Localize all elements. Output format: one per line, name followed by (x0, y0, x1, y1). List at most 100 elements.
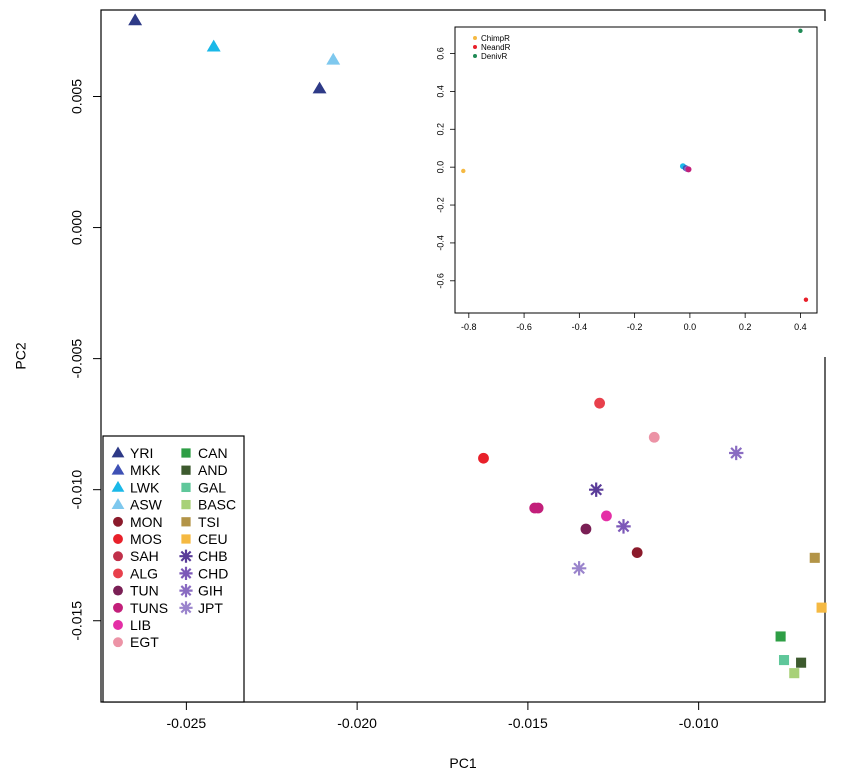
data-point-asw (326, 52, 341, 65)
legend-label-egt: EGT (130, 634, 159, 650)
legend-label-asw: ASW (130, 497, 163, 513)
inset-y-tick-label: 0.4 (435, 85, 445, 98)
legend-label-alg: ALG (130, 565, 158, 581)
legend-marker-jpt (179, 601, 193, 615)
inset-x-tick-label: -0.6 (516, 322, 532, 332)
x-axis-label: PC1 (449, 755, 476, 771)
inset-legend-marker-neandr (473, 45, 477, 49)
legend-label-mkk: MKK (130, 462, 161, 478)
x-tick-label: -0.010 (679, 715, 719, 731)
legend-marker-mos (113, 534, 123, 544)
inset-point-denivr (798, 28, 803, 33)
legend-marker-lwk (111, 480, 125, 492)
data-point-egt (648, 431, 660, 443)
inset-plot: -0.8 -0.6 -0.4 -0.2 0.0 0.2 0.4 -0.6 -0.4 -0.2 0.0… (435, 21, 829, 357)
data-point-chd (616, 519, 631, 534)
legend-marker-asw (111, 498, 125, 509)
legend-label-lwk: LWK (130, 479, 160, 495)
legend-label-mos: MOS (130, 531, 162, 547)
inset-background (443, 21, 829, 357)
legend-marker-tun (113, 585, 123, 596)
y-tick-label: -0.010 (69, 470, 85, 510)
data-point-basc (789, 668, 800, 679)
y-tick-label: 0.000 (69, 210, 85, 245)
legend-label-tun: TUN (130, 583, 159, 599)
legend-marker-gih (179, 584, 193, 598)
data-point-lib (601, 510, 612, 522)
main-plot: -0.025 -0.020 -0.015 -0.010 -0.015 -0.010 -0.0… (13, 9, 827, 771)
data-point-alg (594, 397, 606, 409)
legend-marker-tuns (113, 602, 123, 613)
legend-label-ceu: CEU (198, 531, 228, 547)
data-point-can (775, 631, 786, 642)
legend-label-yri: YRI (130, 445, 153, 461)
inset-point-neandr (803, 297, 809, 302)
inset-x-tick-label: 0.0 (684, 322, 697, 332)
inset-legend-label-neandr: NeandR (481, 43, 511, 52)
data-point-and (796, 657, 807, 668)
legend-marker-mkk (111, 463, 125, 475)
inset-y-tick-label: 0.2 (435, 123, 445, 136)
inset-y-tick-label: -0.2 (435, 197, 445, 213)
inset-y-tick-label: 0.0 (435, 161, 445, 174)
data-point-jpt (571, 561, 587, 576)
legend-marker-sah (113, 551, 123, 562)
inset-point-chimpr (461, 168, 466, 174)
x-tick-label: -0.020 (337, 715, 377, 731)
legend-label-jpt: JPT (198, 600, 223, 616)
legend-marker-egt (113, 637, 123, 648)
legend-label-mon: MON (130, 514, 163, 530)
data-point-yri (128, 13, 143, 26)
inset-legend-label-denivr: DenivR (481, 52, 507, 61)
legend-marker-basc (181, 499, 191, 510)
legend-marker-can (181, 448, 191, 458)
legend-marker-ceu (181, 534, 191, 544)
data-point-mon (631, 547, 643, 558)
legend-label-tuns: TUNS (130, 600, 168, 616)
legend-marker-gal (181, 482, 191, 493)
legend-marker-tsi (181, 517, 191, 527)
data-point-tun (580, 523, 592, 535)
y-tick-label: -0.015 (69, 601, 85, 641)
legend-marker-chb (179, 549, 193, 563)
legend-label-and: AND (198, 462, 228, 478)
x-tick-label: -0.025 (167, 715, 207, 731)
data-point-gih (729, 445, 744, 461)
legend-label-can: CAN (198, 445, 228, 461)
legend-label-basc: BASC (198, 497, 236, 513)
legend-marker-mon (113, 516, 123, 527)
legend-label-chd: CHD (198, 565, 228, 581)
inset-x-tick-label: 0.4 (794, 322, 807, 332)
data-point-lwk (206, 39, 221, 52)
data-point-gal (778, 655, 790, 666)
legend-marker-lib (113, 620, 123, 630)
data-point-mos (478, 452, 489, 464)
data-point-chb (588, 482, 604, 497)
legend-marker-alg (113, 568, 123, 579)
inset-legend-marker-denivr (473, 54, 477, 58)
data-point-tsi (809, 552, 820, 563)
inset-y-tick-label: -0.6 (435, 273, 445, 289)
legend-label-gal: GAL (198, 479, 226, 495)
y-axis-label: PC2 (13, 342, 29, 369)
legend-marker-and (181, 465, 191, 475)
data-point-ceu (816, 602, 827, 613)
x-tick-label: -0.015 (508, 715, 548, 731)
inset-x-tick-label: 0.2 (739, 322, 752, 332)
inset-frame (454, 26, 818, 314)
inset-x-tick-label: -0.2 (627, 322, 643, 332)
y-tick-label: 0.005 (69, 79, 85, 114)
legend-label-tsi: TSI (198, 514, 220, 530)
inset-legend-label-chimpr: ChimpR (481, 34, 510, 43)
inset-x-tick-label: -0.8 (461, 322, 477, 332)
data-point-tuns (532, 502, 544, 514)
legend-label-lib: LIB (130, 617, 151, 633)
legend-box (102, 435, 245, 703)
inset-x-tick-label: -0.4 (572, 322, 588, 332)
inset-y-tick-label: -0.4 (435, 235, 445, 251)
data-point-yri (312, 81, 327, 94)
inset-legend-marker-chimpr (473, 36, 477, 40)
legend-label-sah: SAH (130, 548, 159, 564)
